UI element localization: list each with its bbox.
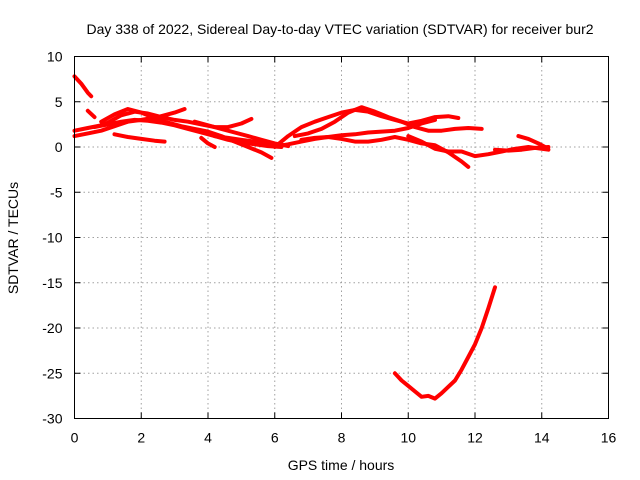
chart-title: Day 338 of 2022, Sidereal Day-to-day VTE…	[86, 21, 593, 37]
x-tick-label: 0	[71, 430, 79, 446]
data-series	[72, 74, 551, 401]
x-tick-label: 2	[137, 430, 145, 446]
x-tick-label: 8	[338, 430, 346, 446]
series-arc-17	[392, 285, 497, 401]
y-tick-label: 0	[55, 139, 63, 155]
series-arc-15	[493, 145, 551, 153]
series-arc-11	[272, 107, 461, 149]
x-tick-label: 10	[400, 430, 416, 446]
series-arc-12	[292, 105, 484, 139]
x-tick-label: 6	[271, 430, 279, 446]
series-arc-6	[92, 117, 284, 149]
axis-ticks: 0 2 4 6 8 10 12 14 16 10 5 0 -5 -10 -15 -20 -25 -30	[42, 49, 616, 446]
plot-frame	[74, 56, 609, 419]
series-arc-2	[85, 108, 97, 120]
y-tick-label: -30	[42, 411, 62, 427]
series-arc-7	[112, 132, 167, 144]
y-tick-label: 10	[47, 49, 63, 65]
y-tick-label: -15	[42, 275, 62, 291]
series-arc-9	[199, 135, 217, 149]
grid	[74, 56, 609, 419]
y-tick-label: -25	[42, 365, 62, 381]
x-tick-label: 4	[204, 430, 212, 446]
series-arc-16	[516, 134, 548, 149]
y-tick-label: -10	[42, 230, 62, 246]
series-arc-8	[192, 119, 291, 149]
x-tick-label: 14	[534, 430, 550, 446]
x-tick-label: 16	[601, 430, 617, 446]
y-tick-label: 5	[55, 94, 63, 110]
x-axis-label: GPS time / hours	[288, 457, 395, 473]
x-tick-label: 12	[467, 430, 483, 446]
y-tick-label: -5	[50, 184, 63, 200]
y-axis-label: SDTVAR / TECUs	[5, 182, 21, 294]
series-arc-1	[72, 74, 94, 99]
y-tick-label: -20	[42, 320, 62, 336]
